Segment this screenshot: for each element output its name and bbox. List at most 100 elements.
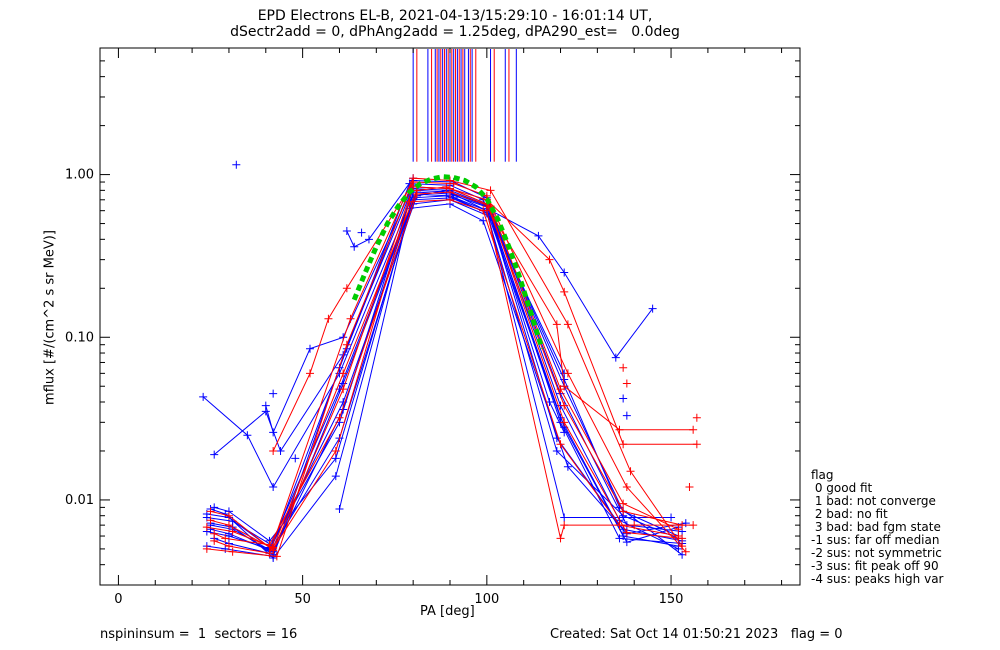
red-data-point [272,552,281,561]
blue-data-point [331,472,340,481]
red-data-point [324,314,333,323]
red-data-point [681,547,690,556]
blue-data-point [269,483,278,492]
red-data-point [446,176,454,185]
red-outlier-point [622,379,631,388]
legend-item: -2 sus: not symmetric [811,546,942,560]
red-data-point [619,507,628,516]
red-data-point [486,186,495,195]
red-data-point [560,287,569,296]
green-fit-curve [351,174,545,350]
red-data-point [545,255,554,264]
blue-profile-line [202,193,565,489]
blue-data-point [667,513,676,522]
red-profile-line [210,199,679,550]
red-data-point [210,529,219,538]
red-data-point [674,525,683,534]
red-data-point [622,483,631,492]
blue-data-point [611,353,620,362]
chart-subtitle: dSectr2add = 0, dPhAng2add = 1.25deg, dP… [230,24,680,40]
blue-profile-line [210,191,683,556]
blue-outlier-point [622,411,631,420]
red-data-point [342,340,351,349]
red-data-point [560,382,569,391]
blue-data-point [615,534,624,543]
blue-outlier-point [291,454,300,463]
red-profile-line [206,186,683,549]
blue-data-point [342,227,351,236]
footer-left: nspininsum = 1 sectors = 16 [100,627,298,642]
blue-data-point [335,504,344,513]
fit-curve [351,174,545,350]
red-data-point [331,446,340,455]
blue-profile-line [210,203,686,559]
flag-legend: flag 0 good fit 1 bad: not converge 2 ba… [811,469,943,586]
red-data-point [563,369,572,378]
blue-data-point [563,462,572,471]
blue-data-point [210,450,219,459]
red-outlier-point [692,413,701,422]
red-data-point [442,182,451,191]
blue-data-point [331,454,340,463]
legend-item: 1 bad: not converge [811,494,936,508]
blue-data-point [552,446,561,455]
legend-item: 0 good fit [811,481,873,495]
y-tick-label: 1.00 [65,168,94,183]
blue-data-point [261,401,270,410]
blue-data-point [199,392,208,401]
blue-data-point [479,216,488,225]
red-outlier-point [619,363,628,372]
blue-data-point [243,431,252,440]
blue-data-point [560,268,569,277]
blue-outlier-point [269,389,278,398]
blue-outlier-point [232,160,241,169]
blue-profile-line [210,189,679,551]
blue-data-point [306,344,314,353]
blue-profile-line [206,189,679,550]
blue-data-point [560,513,569,522]
blue-profile-line [206,188,679,549]
red-outlier-point [685,483,694,492]
red-data-point [563,320,572,329]
legend-item: -4 sus: peaks high var [811,572,944,586]
red-data-point [210,536,219,545]
blue-profile-line [265,184,414,434]
red-data-point [269,446,278,455]
red-data-point [556,440,565,449]
blue-data-point [622,538,631,547]
red-data-point [678,542,687,551]
red-data-point [446,188,454,197]
blue-data-point [350,242,359,251]
red-data-point [202,523,211,532]
red-data-point [224,542,233,551]
red-series [202,174,701,561]
legend-item: 2 bad: no fit [811,507,888,521]
x-tick-label: 150 [659,592,684,607]
red-data-point [228,547,237,556]
blue-data-point [276,446,285,455]
legend-item: -3 sus: fit peak off 90 [811,559,939,573]
red-data-point [619,499,628,508]
y-axis-label: mflux [#/(cm^2 s sr MeV)] [42,230,58,405]
red-data-point [689,521,698,530]
red-data-point [560,418,569,427]
blue-data-point [560,428,569,437]
red-data-point [339,385,348,394]
red-profile-line [214,177,683,554]
blue-profile-line [210,195,683,553]
blue-profile-line [346,177,414,248]
red-profile-line [206,181,687,557]
red-data-point [306,369,314,378]
blue-data-point [648,304,657,313]
y-tick-label: 0.10 [65,330,94,345]
legend-item: -1 sus: far off median [811,533,940,547]
red-data-point [224,521,233,530]
blue-data-point [534,231,543,240]
red-data-point [346,314,355,323]
red-data-point [560,401,569,410]
red-data-point [339,369,348,378]
red-data-point [619,440,628,449]
red-data-point [228,527,237,536]
red-data-point [552,320,561,329]
